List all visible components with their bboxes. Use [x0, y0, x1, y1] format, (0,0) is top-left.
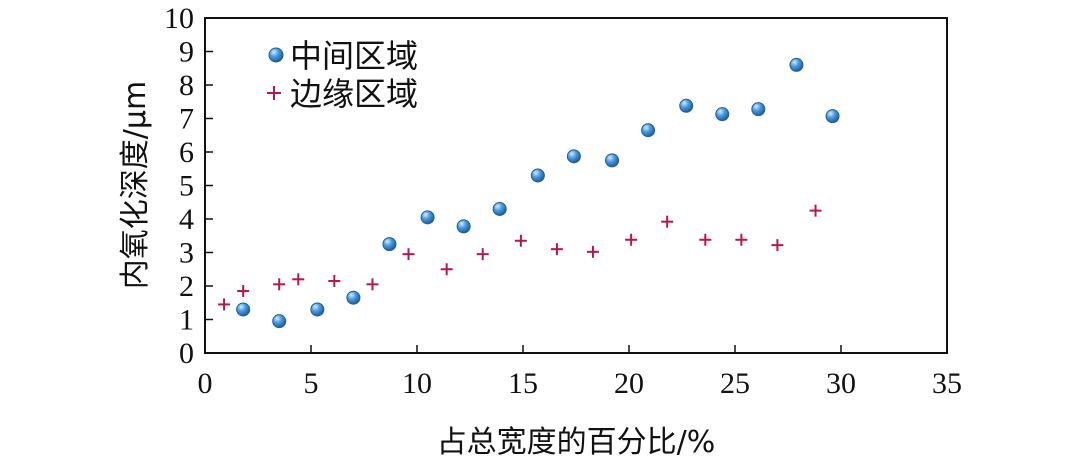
legend-label-middle: 中间区域 [290, 37, 418, 75]
data-point-circle [679, 98, 694, 113]
y-tick-label: 2 [179, 270, 194, 303]
data-point-circle [789, 57, 804, 72]
data-point-plus [550, 243, 563, 256]
data-point-circle [751, 102, 766, 117]
x-tick-label: 25 [720, 367, 750, 400]
data-point-circle [310, 302, 325, 317]
x-tick-label: 5 [304, 367, 319, 400]
data-point-plus [771, 239, 784, 252]
data-series-layer [218, 57, 840, 329]
y-tick-label: 8 [179, 69, 194, 102]
y-tick-label: 3 [179, 237, 194, 270]
x-axis-ticks: 0 5 10 15 20 25 30 35 [198, 345, 962, 400]
series-middle-region [236, 57, 840, 329]
x-tick-label: 15 [508, 367, 538, 400]
data-point-plus [366, 278, 379, 291]
y-tick-label: 6 [179, 136, 194, 169]
data-point-plus [328, 274, 341, 287]
data-point-circle [641, 123, 656, 138]
data-point-circle [382, 237, 397, 252]
data-point-plus [440, 263, 453, 276]
data-point-plus [273, 278, 286, 291]
data-point-plus [735, 233, 748, 246]
x-tick-label: 10 [402, 367, 432, 400]
data-point-plus [402, 248, 415, 261]
data-point-plus [292, 273, 305, 286]
y-tick-label: 1 [179, 304, 194, 337]
x-tick-label: 0 [198, 367, 213, 400]
data-point-plus [699, 233, 712, 246]
y-tick-label: 10 [164, 2, 194, 35]
data-point-circle [272, 314, 287, 329]
data-point-circle [456, 219, 471, 234]
data-point-circle [530, 168, 545, 183]
y-tick-label: 0 [179, 337, 194, 370]
data-point-circle [566, 149, 581, 164]
series-edge-region [218, 204, 822, 311]
legend-label-edge: 边缘区域 [290, 75, 418, 113]
data-point-plus [586, 245, 599, 258]
data-point-circle [346, 290, 361, 305]
data-point-circle [420, 210, 435, 225]
y-tick-label: 7 [179, 103, 194, 136]
data-point-plus [237, 285, 250, 298]
data-point-plus [625, 233, 638, 246]
x-tick-label: 35 [932, 367, 962, 400]
x-axis-title: 占总宽度的百分比/% [437, 425, 716, 460]
data-point-circle [236, 302, 251, 317]
data-point-circle [492, 201, 507, 216]
y-tick-label: 9 [179, 36, 194, 69]
legend-plus-marker-icon [267, 86, 281, 100]
data-point-plus [476, 248, 489, 261]
legend: 中间区域 边缘区域 [267, 37, 418, 113]
y-axis-title: 内氧化深度/μm [118, 81, 153, 289]
data-point-plus [514, 234, 527, 247]
x-tick-label: 30 [826, 367, 856, 400]
data-point-plus [809, 204, 822, 217]
y-tick-label: 4 [179, 203, 194, 236]
data-point-circle [825, 109, 840, 124]
x-tick-label: 20 [614, 367, 644, 400]
legend-circle-marker-icon [268, 47, 284, 63]
data-point-plus [218, 298, 231, 311]
data-point-circle [715, 107, 730, 122]
data-point-circle [605, 153, 620, 168]
data-point-plus [661, 215, 674, 228]
y-tick-label: 5 [179, 170, 194, 203]
